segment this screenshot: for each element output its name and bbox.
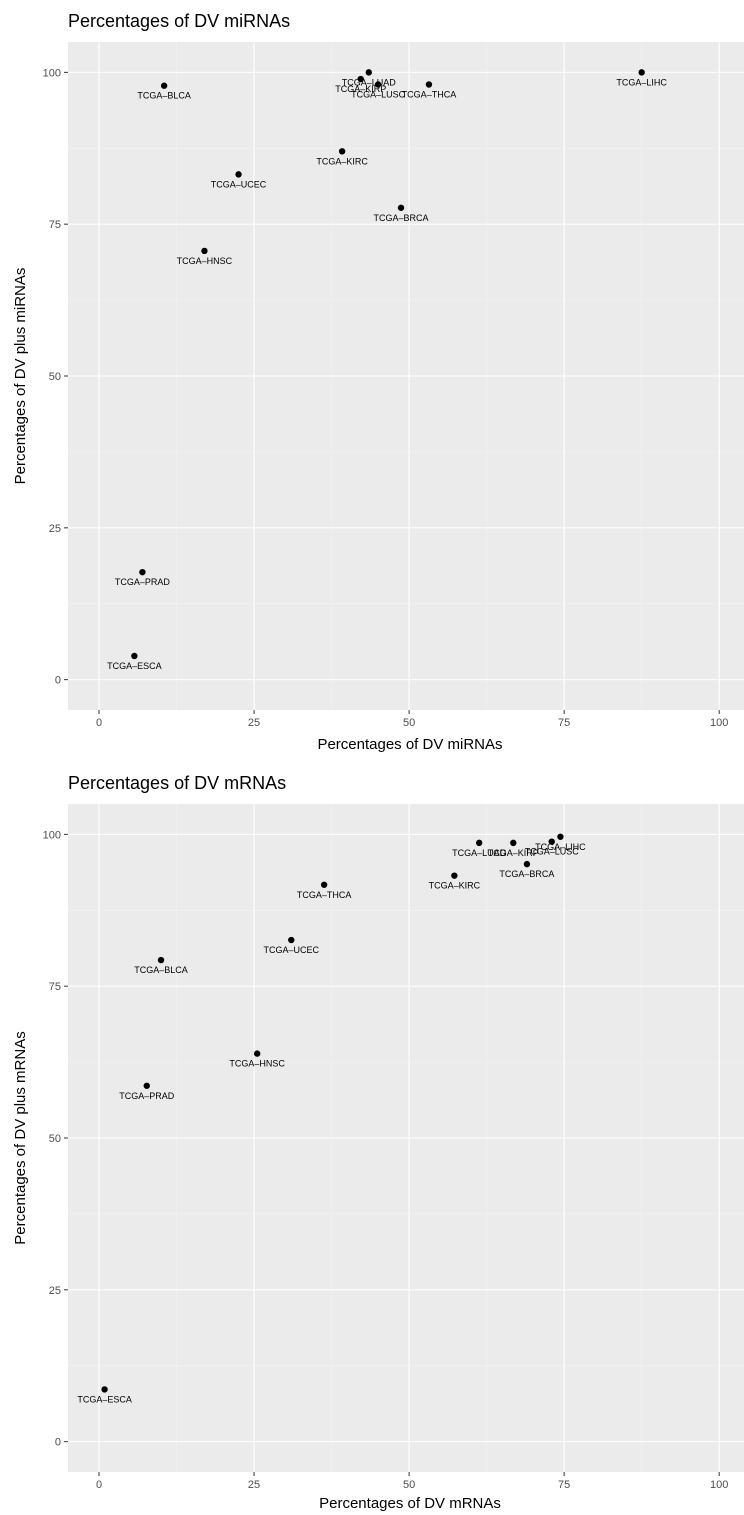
x-tick-label: 25 — [248, 717, 260, 729]
chart-dv-mrnas: Percentages of DV mRNAs 0 25 50 75 100 0 25 50… — [12, 773, 744, 1512]
x-tick-label: 25 — [248, 1479, 260, 1491]
gridlines — [68, 804, 744, 1472]
point-tcga-ucec — [288, 936, 295, 944]
point-tcga-kirp — [510, 839, 517, 847]
point-label-tcga-brca: TCGA–BRCA — [374, 213, 429, 223]
y-tick-label: 0 — [55, 1437, 61, 1449]
point-label-tcga-kirc: TCGA–KIRC — [429, 881, 481, 891]
x-tick-label: 50 — [403, 1479, 415, 1491]
point-label-tcga-blca: TCGA–BLCA — [134, 965, 188, 975]
chart-title: Percentages of DV mRNAs — [68, 773, 286, 793]
points — [131, 69, 645, 660]
point-label-tcga-luad: TCGA–LUAD — [452, 848, 507, 858]
point-tcga-lihc — [557, 833, 564, 840]
x-axis: 0 25 50 75 100 — [96, 1472, 728, 1491]
y-axis-title: Percentages of DV plus miRNAs — [12, 268, 29, 485]
chart-dv-mirnas: Percentages of DV miRNAs 0 25 50 75 100 0 25 5… — [12, 11, 744, 753]
x-tick-label: 0 — [96, 1479, 102, 1491]
y-tick-label: 75 — [49, 219, 61, 231]
y-tick-label: 0 — [55, 675, 61, 687]
point-tcga-brca — [397, 204, 405, 211]
x-tick-label: 75 — [558, 1479, 570, 1491]
point-tcga-blca — [157, 956, 165, 964]
y-axis: 0 25 50 75 100 — [43, 67, 68, 687]
y-tick-label: 100 — [43, 67, 61, 79]
y-tick-label: 25 — [49, 523, 61, 535]
y-tick-label: 75 — [49, 981, 61, 993]
point-label-tcga-esca: TCGA–ESCA — [77, 1394, 132, 1404]
point-label-tcga-hnsc: TCGA–HNSC — [229, 1059, 285, 1069]
y-tick-label: 100 — [43, 829, 61, 841]
x-tick-label: 100 — [710, 1479, 728, 1491]
x-tick-label: 0 — [96, 717, 102, 729]
point-label-tcga-kirc: TCGA–KIRC — [316, 156, 368, 166]
point-label-tcga-lusc: TCGA–LUSC — [525, 847, 580, 857]
gridlines — [68, 42, 744, 710]
x-axis-title: Percentages of DV mRNAs — [319, 1495, 501, 1512]
points — [101, 833, 564, 1393]
point-label-tcga-lihc: TCGA–LIHC — [616, 77, 667, 87]
point-label-tcga-lusc: TCGA–LUSC — [351, 90, 406, 100]
point-label-tcga-kirp: TCGA–KIRP — [335, 84, 386, 94]
y-axis-title: Percentages of DV plus mRNAs — [12, 1031, 29, 1244]
point-label-tcga-esca: TCGA–ESCA — [107, 661, 162, 671]
x-tick-label: 75 — [558, 717, 570, 729]
y-tick-label: 25 — [49, 1285, 61, 1297]
point-tcga-prad — [139, 568, 146, 576]
point-label-tcga-prad: TCGA–PRAD — [119, 1091, 175, 1101]
point-label-tcga-blca: TCGA–BLCA — [137, 91, 191, 101]
point-tcga-esca — [101, 1386, 108, 1393]
point-label-tcga-lihc: TCGA–LIHC — [535, 842, 586, 852]
point-labels: TCGA–BLCATCGA–LUADTCGA–KIRPTCGA–LUSCTCGA… — [107, 77, 667, 671]
point-tcga-lusc — [548, 838, 555, 845]
point-tcga-esca — [131, 652, 138, 660]
point-tcga-brca — [523, 860, 531, 868]
point-tcga-luad — [365, 69, 372, 76]
chart-title: Percentages of DV miRNAs — [68, 11, 290, 31]
point-label-tcga-prad: TCGA–PRAD — [115, 577, 171, 587]
point-label-tcga-ucec: TCGA–UCEC — [211, 179, 267, 189]
point-tcga-kirc — [338, 148, 346, 155]
point-label-tcga-hnsc: TCGA–HNSC — [177, 256, 233, 266]
y-axis: 0 25 50 75 100 — [43, 829, 68, 1449]
point-label-tcga-ucec: TCGA–UCEC — [264, 945, 320, 955]
point-label-tcga-thca: TCGA–THCA — [297, 890, 352, 900]
point-tcga-kirc — [451, 872, 458, 879]
point-tcga-lusc — [374, 81, 382, 88]
x-tick-label: 50 — [403, 717, 415, 729]
point-tcga-luad — [475, 839, 483, 847]
y-tick-label: 50 — [49, 1133, 61, 1145]
point-label-tcga-brca: TCGA–BRCA — [499, 869, 554, 879]
point-tcga-prad — [143, 1082, 150, 1089]
point-label-tcga-luad: TCGA–LUAD — [342, 77, 397, 87]
x-tick-label: 100 — [710, 717, 728, 729]
point-label-tcga-kirp: TCGA–KIRP — [488, 848, 539, 858]
point-label-tcga-thca: TCGA–THCA — [402, 90, 457, 100]
point-tcga-hnsc — [201, 247, 208, 255]
point-tcga-hnsc — [253, 1050, 261, 1057]
point-tcga-thca — [425, 81, 433, 88]
x-axis: 0 25 50 75 100 — [96, 710, 728, 729]
point-tcga-thca — [320, 881, 328, 888]
y-tick-label: 50 — [49, 371, 61, 383]
point-tcga-lihc — [638, 69, 645, 76]
point-tcga-ucec — [235, 171, 242, 178]
x-axis-title: Percentages of DV miRNAs — [317, 736, 502, 753]
point-tcga-blca — [160, 82, 168, 89]
point-tcga-kirp — [357, 75, 364, 83]
